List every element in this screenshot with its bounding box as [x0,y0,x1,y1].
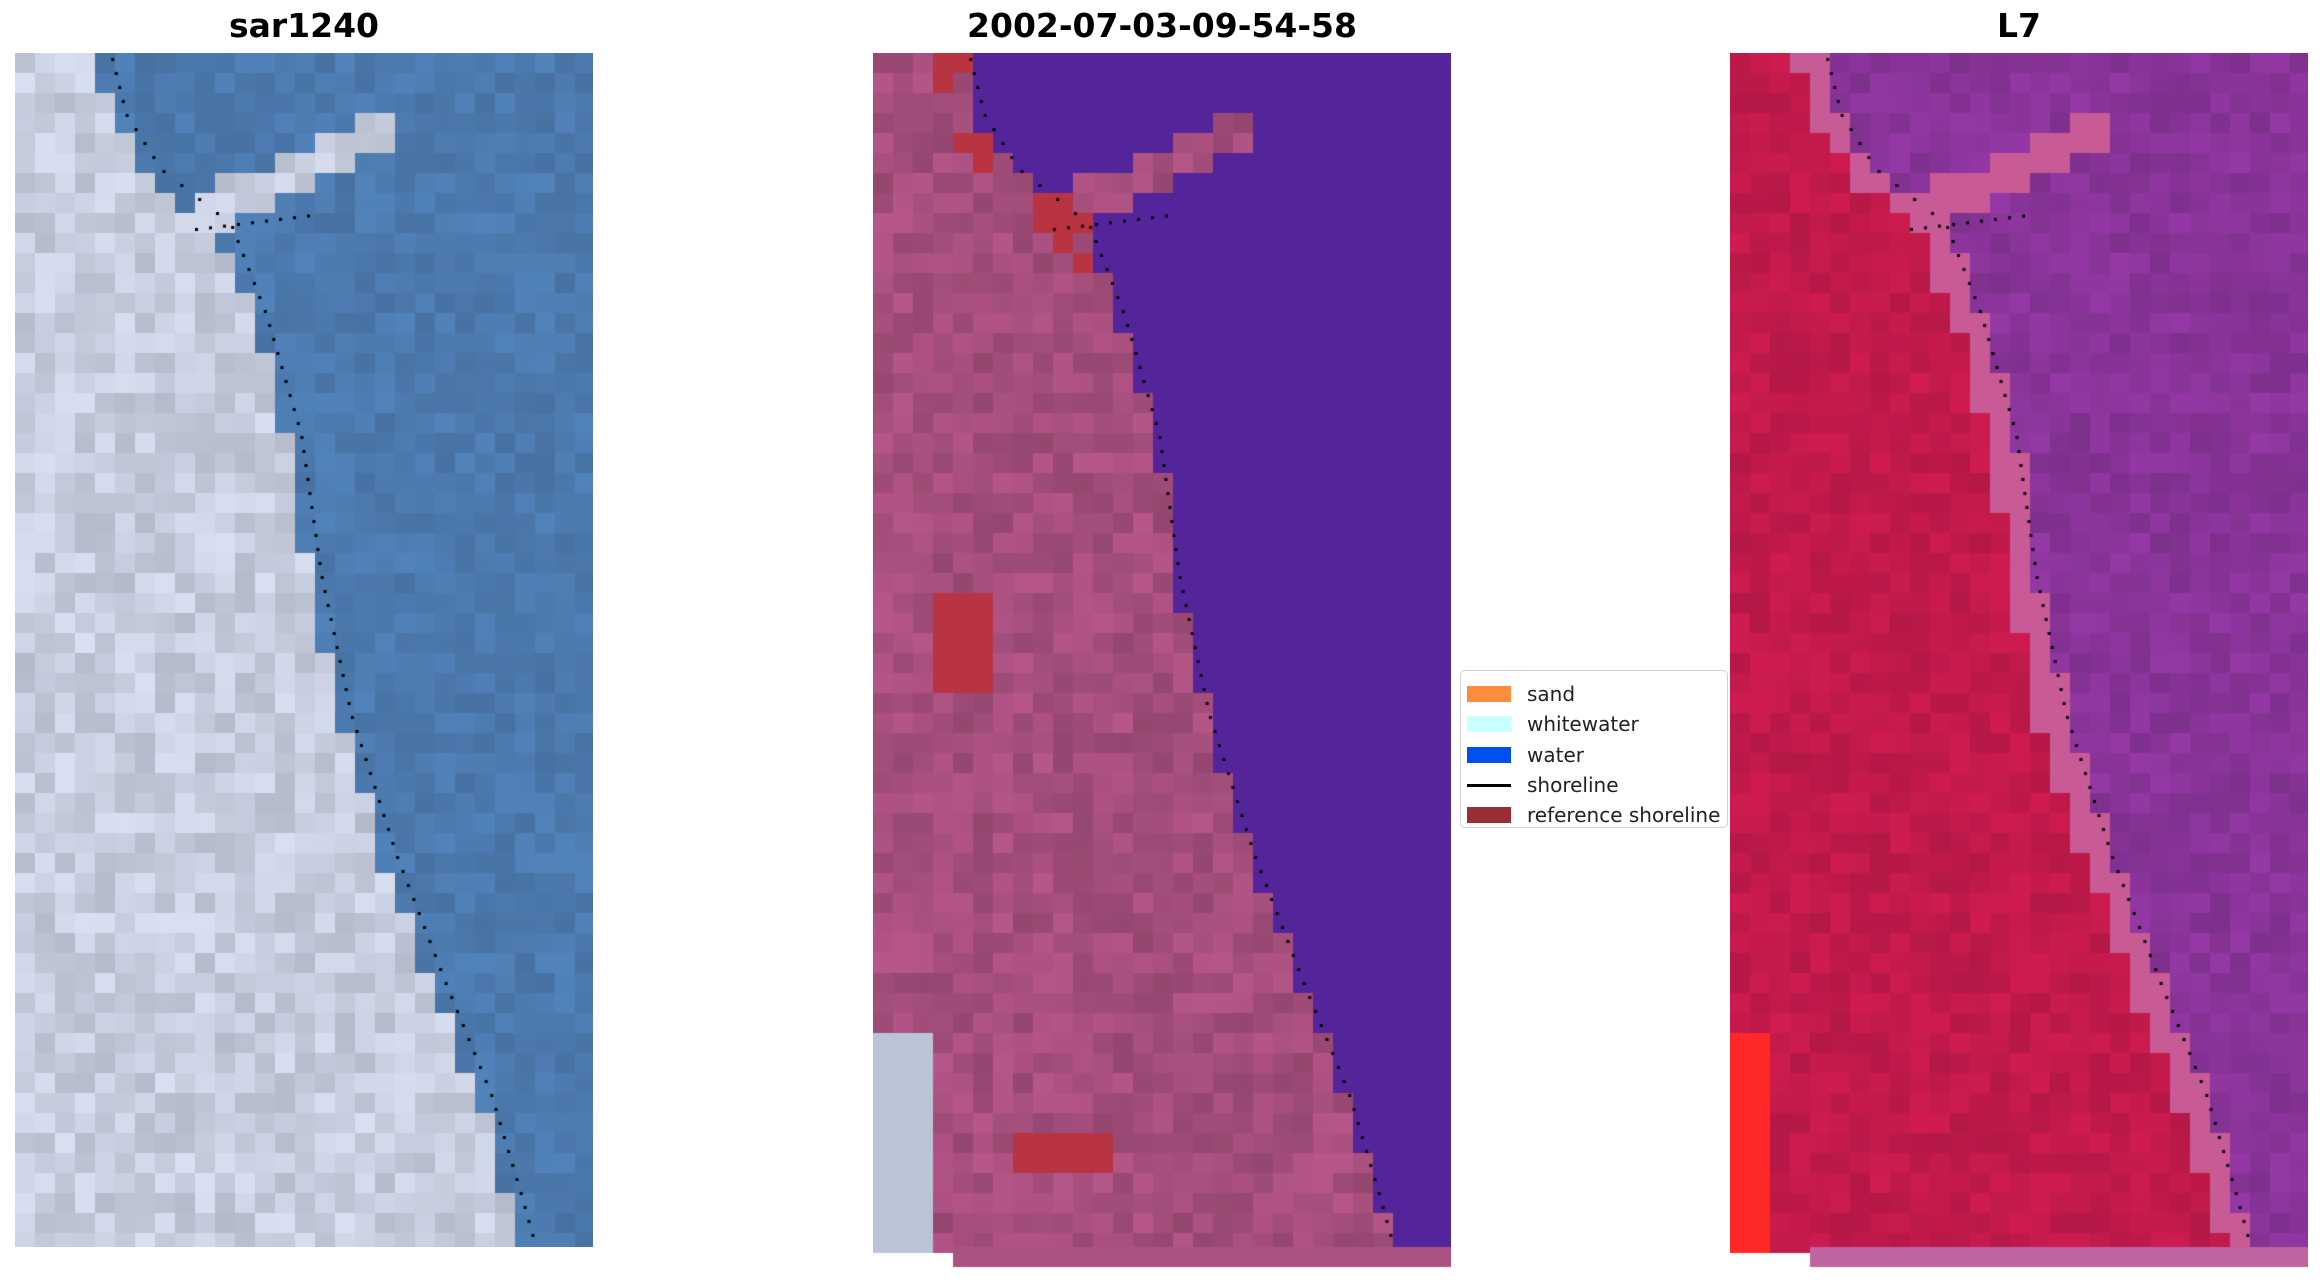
legend-item-reference-shoreline: reference shoreline [1467,800,1727,830]
legend-swatch-sand [1467,686,1511,703]
legend-label-sand: sand [1527,682,1576,707]
panel-title-rgb: sar1240 [228,6,380,45]
rgb-image-panel [15,53,593,1247]
legend-swatch-reference-shoreline [1467,807,1511,824]
legend-item-sand: sand [1467,679,1727,709]
false-color-image [1730,53,2308,1273]
classified-image [873,53,1451,1273]
legend-item-water: water [1467,740,1727,770]
legend-label-shoreline: shoreline [1527,773,1619,798]
nir-image-panel [1730,53,2308,1273]
legend-label-reference-shoreline: reference shoreline [1527,803,1721,828]
legend-item-whitewater: whitewater [1467,709,1727,739]
legend-swatch-water [1467,746,1511,763]
panel-title-nir: L7 [1997,6,2041,45]
legend-label-water: water [1527,742,1584,767]
legend-swatch-whitewater [1467,716,1511,733]
classification-image-panel [873,53,1451,1273]
panel-title-classification: 2002-07-03-09-54-58 [967,6,1357,45]
legend-line-shoreline [1467,783,1511,787]
legend: sand whitewater water shoreline referenc… [1460,670,1728,828]
rgb-satellite-image [15,53,593,1247]
legend-label-whitewater: whitewater [1527,712,1639,737]
legend-item-shoreline: shoreline [1467,770,1727,800]
